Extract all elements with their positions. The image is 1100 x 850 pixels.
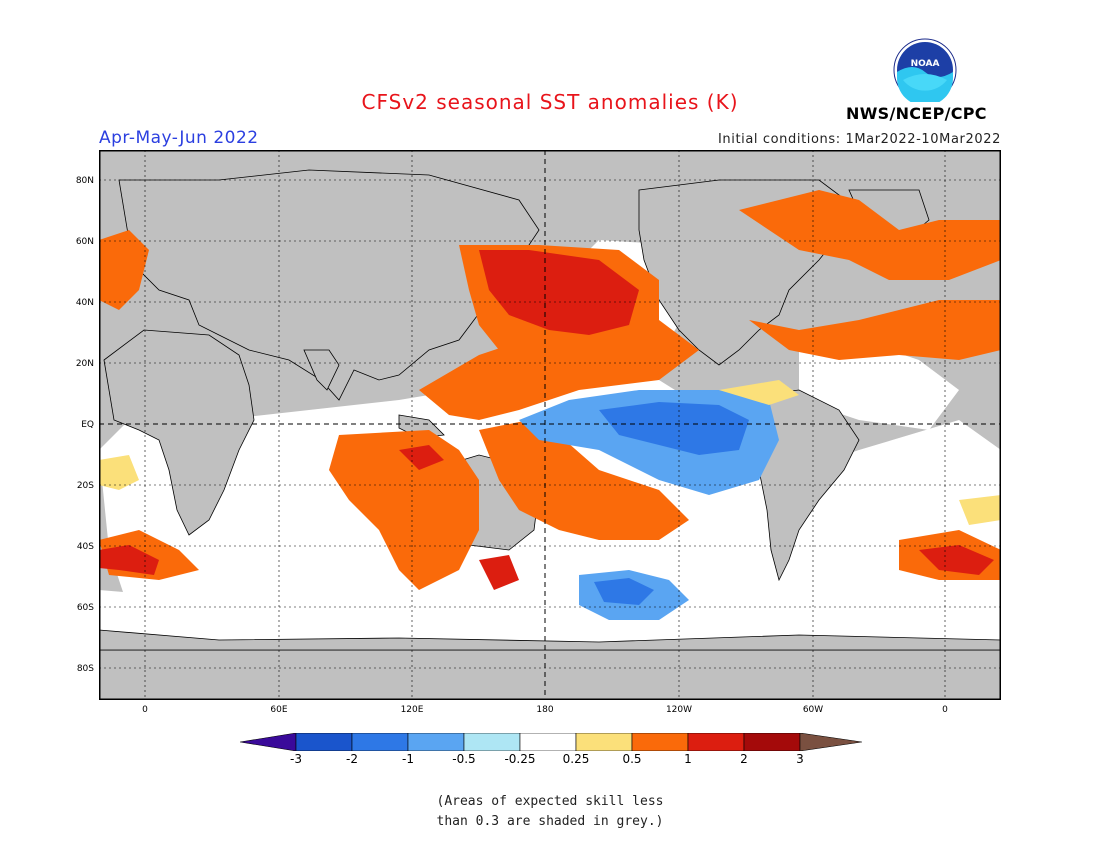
initial-conditions: Initial conditions: 1Mar2022-10Mar2022 <box>717 132 1001 147</box>
noaa-logo: NOAA <box>893 38 957 102</box>
warm-anomaly-red <box>99 250 994 590</box>
color-legend-bar <box>240 733 862 751</box>
legend-swatch-minus1-to-minus05 <box>407 733 465 751</box>
lat-tick-20s: 20S <box>76 481 94 491</box>
legend-label-025: 0.25 <box>562 752 590 766</box>
lat-tick-60n: 60N <box>75 237 94 247</box>
agency-label: NWS/NCEP/CPC <box>846 104 987 123</box>
sst-anomaly-map <box>98 149 1002 701</box>
logo-text: NOAA <box>911 59 940 69</box>
legend-swatch-neutral <box>519 733 577 751</box>
legend-swatch-below-minus3 <box>240 733 297 751</box>
legend-label-05: 0.5 <box>622 752 642 766</box>
legend-label-minus1: -1 <box>402 752 414 766</box>
lat-tick-40s: 40S <box>76 542 94 552</box>
lon-tick-60e: 60E <box>270 705 288 715</box>
weak-warm-anomaly <box>99 380 1001 525</box>
legend-swatch-2-to-3 <box>743 733 801 751</box>
map-canvas <box>98 149 1002 701</box>
warm-anomaly-orange <box>99 190 1001 590</box>
legend-swatch-1-to-2 <box>687 733 745 751</box>
legend-label-1: 1 <box>684 752 692 766</box>
lon-tick-0-east: 0 <box>942 705 948 715</box>
legend-label-minus025: -0.25 <box>504 752 536 766</box>
map-title: CFSv2 seasonal SST anomalies (K) <box>361 90 739 114</box>
graticule <box>99 150 1001 700</box>
equator-dateline <box>99 150 1001 700</box>
lat-tick-60s: 60S <box>76 603 94 613</box>
lat-tick-40n: 40N <box>75 298 94 308</box>
legend-label-minus3: -3 <box>290 752 302 766</box>
forecast-period: Apr-May-Jun 2022 <box>99 128 259 148</box>
lon-tick-180: 180 <box>536 705 554 715</box>
footnote-line-1: (Areas of expected skill less <box>436 794 664 809</box>
lat-tick-80s: 80S <box>76 664 94 674</box>
skill-footnote: (Areas of expected skill less than 0.3 a… <box>0 792 1100 832</box>
lon-tick-60w: 60W <box>802 705 824 715</box>
legend-swatch-025-to-05 <box>575 733 633 751</box>
lon-tick-120e: 120E <box>400 705 424 715</box>
legend-swatch-minus05-to-minus025 <box>463 733 521 751</box>
lat-tick-80n: 80N <box>75 176 94 186</box>
legend-label-minus2: -2 <box>346 752 358 766</box>
lat-tick-20n: 20N <box>75 359 94 369</box>
lon-tick-120w: 120W <box>665 705 693 715</box>
legend-swatch-05-to-1 <box>631 733 689 751</box>
lat-tick-eq: EQ <box>81 420 94 430</box>
map-frame <box>98 149 1002 701</box>
legend-swatch-minus3-to-minus2 <box>295 733 353 751</box>
footnote-line-2: than 0.3 are shaded in grey.) <box>436 814 664 829</box>
cold-anomaly-dark <box>594 402 749 605</box>
legend-label-2: 2 <box>740 752 748 766</box>
legend-swatch-above-3 <box>799 733 862 751</box>
legend-label-3: 3 <box>796 752 804 766</box>
lon-tick-0: 0 <box>142 705 148 715</box>
legend-swatch-minus2-to-minus1 <box>351 733 409 751</box>
legend-label-minus05: -0.5 <box>452 752 476 766</box>
